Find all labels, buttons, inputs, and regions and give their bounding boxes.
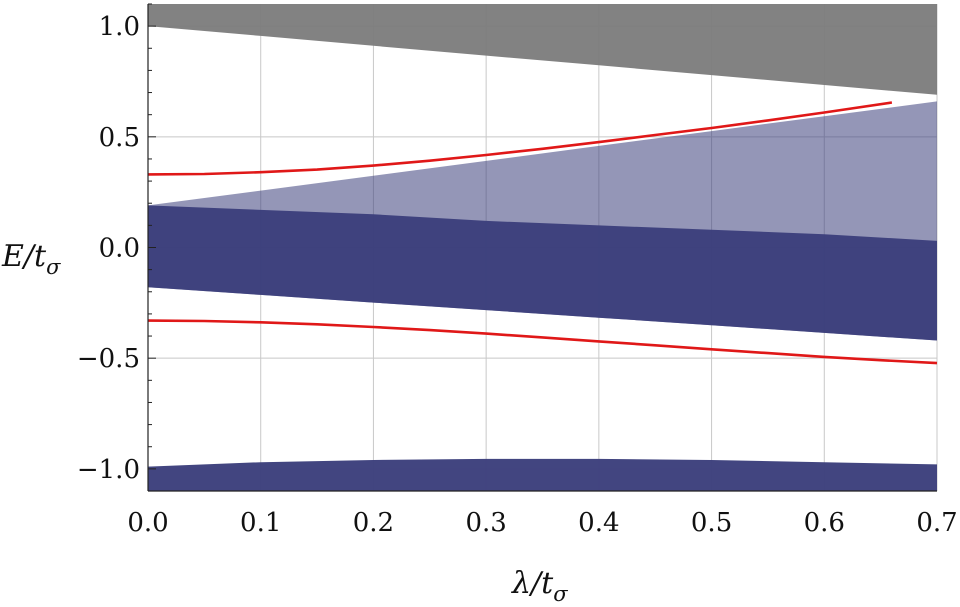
y-tick-label: 0.0	[99, 234, 140, 264]
x-tick-label: 0.7	[916, 508, 957, 538]
x-tick-label: 0.1	[240, 508, 281, 538]
edge-state-lines	[147, 101, 938, 365]
plot-frame	[147, 3, 937, 492]
y-tick-label: 0.5	[99, 123, 140, 153]
x-axis-title: λ/tσ	[511, 566, 568, 606]
band-regions	[148, 4, 937, 491]
series-edge-state-upper	[147, 101, 893, 176]
y-tick-label: 1.0	[99, 12, 140, 42]
tick-labels: 0.0 0.1 0.2 0.3 0.4 0.5 0.6 0.7 1.0 0.5 0.0 −0.5 −1.…	[77, 12, 958, 538]
x-tick-label: 0.0	[127, 508, 168, 538]
y-axis-title: E/tσ	[1, 239, 61, 279]
y-tick-label: −0.5	[77, 344, 140, 374]
band-upper-band	[148, 4, 937, 95]
band-bulk-band-bottom	[148, 458, 937, 491]
x-tick-label: 0.5	[691, 508, 732, 538]
y-tick-label: −1.0	[77, 455, 140, 485]
x-tick-label: 0.4	[578, 508, 619, 538]
band-bulk-band-dense-core	[148, 205, 937, 341]
x-tick-label: 0.2	[353, 508, 394, 538]
series-edge-state-lower	[147, 319, 938, 365]
x-tick-label: 0.6	[804, 508, 845, 538]
x-tick-label: 0.3	[465, 508, 506, 538]
